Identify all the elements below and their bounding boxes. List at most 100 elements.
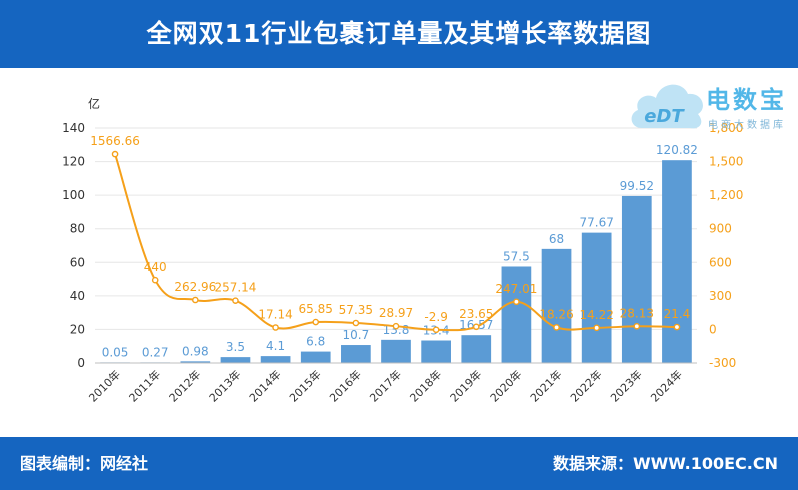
bar-value-label: 120.82: [656, 143, 698, 157]
bar: [300, 351, 331, 363]
gridlines: [95, 127, 697, 364]
line-point: [312, 318, 320, 326]
right-axis: -300 0 300 600 900 1,200 1,500 1,800: [709, 121, 743, 370]
line-value-label: 18.26: [539, 307, 573, 321]
bar-value-label: 3.5: [226, 340, 245, 354]
x-tick-label: 2010年: [86, 367, 123, 404]
line-value-label: 65.85: [299, 302, 333, 316]
right-tick-label: 1,500: [709, 155, 743, 169]
x-axis: 2010年 2011年 2012年 2013年 2014年 2015年 2016年 2017年…: [86, 362, 697, 405]
bar: [180, 361, 211, 363]
line-value-label: -2.9: [424, 310, 447, 324]
dual-axis-chart: 0 20 40 60 80 100 120 140 -300 0 300 600 900 1,200 1,…: [62, 96, 743, 405]
bar: [662, 160, 692, 363]
line-point: [432, 326, 440, 334]
x-tick-label: 2024年: [648, 367, 685, 404]
bar: [260, 356, 291, 363]
brand-logo: eDT 电数宝 电商大数据库: [628, 72, 796, 134]
x-tick-label: 2022年: [567, 367, 604, 404]
data-source: 数据来源：WWW.100EC.CN: [552, 454, 778, 473]
line-point: [352, 319, 360, 327]
line-point: [553, 324, 560, 331]
right-tick-label: 300: [709, 289, 732, 303]
bar-value-label: 0.27: [142, 345, 169, 359]
bar: [621, 195, 652, 363]
x-tick-label: 2017年: [367, 367, 404, 404]
line-point: [272, 324, 279, 331]
left-tick-label: 60: [70, 255, 85, 269]
bar-value-label: 57.5: [503, 249, 530, 263]
bar-value-label: 77.67: [579, 216, 613, 230]
right-tick-label: 1,200: [709, 188, 743, 202]
line-point: [593, 324, 600, 332]
bar: [341, 345, 371, 363]
line-point: [232, 297, 239, 304]
line-point: [192, 296, 199, 304]
line-value-label: 57.35: [339, 303, 373, 317]
line-point: [513, 298, 520, 306]
line-point: [633, 322, 641, 330]
bar-series: 0.050.270.983.54.16.810.713.813.416.5757…: [100, 143, 698, 363]
bar-value-label: 4.1: [266, 339, 285, 353]
left-tick-label: 80: [70, 222, 85, 236]
left-tick-label: 100: [62, 188, 85, 202]
line-value-label: 23.65: [459, 307, 493, 321]
line-value-label: 28.13: [620, 306, 654, 320]
left-axis-unit: 亿: [88, 96, 100, 111]
x-tick-label: 2013年: [206, 367, 243, 404]
x-tick-label: 2012年: [166, 367, 203, 404]
footer-banner: 图表编制：网经社 数据来源：WWW.100EC.CN: [0, 437, 798, 490]
line-value-label: 262.96: [174, 280, 216, 294]
x-tick-label: 2018年: [407, 367, 444, 404]
line-value-label: 14.22: [579, 308, 613, 322]
x-tick-label: 2021年: [527, 367, 564, 404]
left-tick-label: 120: [62, 155, 85, 169]
line-value-label: 17.14: [258, 308, 292, 322]
left-axis: 0 20 40 60 80 100 120 140: [62, 121, 85, 370]
logo-mark: eDT: [644, 106, 685, 127]
right-tick-label: 0: [709, 322, 717, 336]
chart-title: 全网双11行业包裹订单量及其增长率数据图: [146, 19, 652, 48]
bar-value-label: 0.98: [182, 344, 209, 358]
line-value-label: 21.4: [664, 307, 691, 321]
line-value-label: 28.97: [379, 306, 413, 320]
x-tick-label: 2023年: [607, 367, 644, 404]
left-tick-label: 0: [77, 356, 85, 370]
line-value-label: 257.14: [214, 281, 256, 295]
bar-value-label: 10.7: [343, 328, 370, 342]
line-point: [392, 322, 400, 330]
logo-brand-name: 电数宝: [706, 86, 787, 114]
line-value-label: 1566.66: [90, 134, 140, 148]
line-value-label: 247.01: [495, 282, 537, 296]
right-tick-label: 600: [709, 255, 732, 269]
header-banner: 全网双11行业包裹订单量及其增长率数据图: [0, 0, 798, 68]
logo-subtitle: 电商大数据库: [708, 120, 786, 131]
left-tick-label: 20: [70, 322, 85, 336]
line-point: [151, 276, 159, 284]
line-point: [673, 323, 681, 331]
line-point: [111, 150, 119, 158]
x-tick-label: 2011年: [126, 367, 163, 404]
bar-value-label: 99.52: [620, 179, 654, 193]
compiler-credit: 图表编制：网经社: [20, 454, 149, 473]
x-tick-label: 2016年: [327, 367, 364, 404]
bar-value-label: 6.8: [306, 335, 325, 349]
bar-value-label: 0.05: [102, 345, 129, 359]
x-tick-label: 2015年: [286, 367, 323, 404]
bar: [461, 335, 492, 363]
bar: [501, 266, 532, 363]
bar: [541, 248, 572, 363]
right-tick-label: 900: [709, 222, 732, 236]
x-tick-label: 2019年: [447, 367, 484, 404]
x-tick-label: 2014年: [246, 367, 283, 404]
left-tick-label: 40: [70, 289, 85, 303]
bar: [220, 357, 251, 363]
x-tick-label: 2020年: [487, 367, 524, 404]
right-tick-label: 1,800: [709, 121, 743, 135]
line-point: [472, 323, 480, 331]
left-tick-label: 140: [62, 121, 85, 135]
bar: [421, 340, 451, 363]
bar: [381, 339, 411, 363]
line-value-label: 440: [144, 260, 167, 274]
